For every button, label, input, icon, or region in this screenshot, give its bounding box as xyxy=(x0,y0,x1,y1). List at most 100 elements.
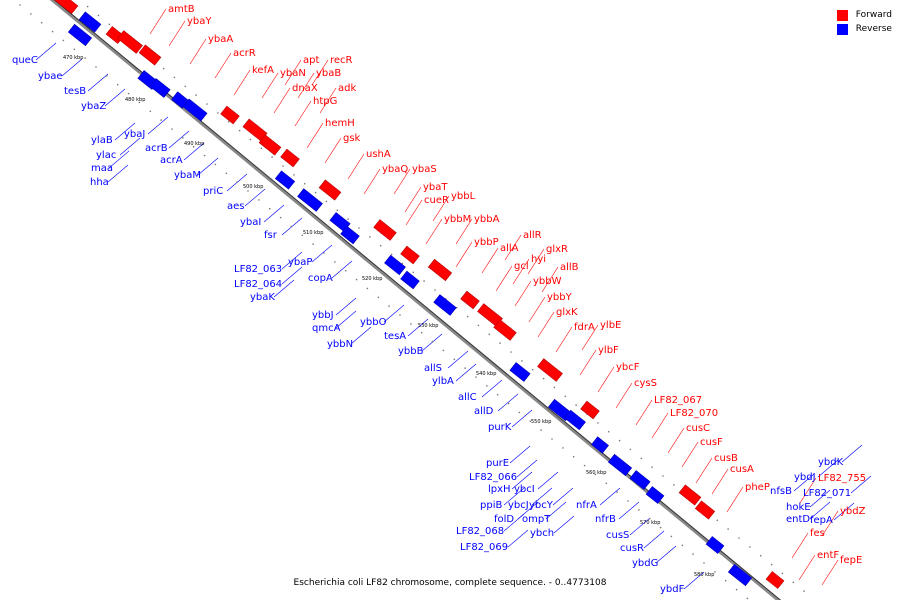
forward-gene-label: ybbY xyxy=(547,292,573,303)
reverse-gene-label: nfsB xyxy=(770,486,792,497)
axis-tick-label: 520 kbp xyxy=(362,276,382,282)
axis-tick-label: 570 kbp xyxy=(640,520,660,526)
forward-gene-label: ushA xyxy=(366,149,391,160)
forward-gene-label: hyi xyxy=(531,254,546,265)
forward-gene-label: LF82_067 xyxy=(654,395,702,406)
legend-forward-label: Forward xyxy=(855,10,892,20)
reverse-gene-block xyxy=(607,453,633,477)
forward-gene-label: allA xyxy=(500,243,519,254)
forward-gene-block xyxy=(400,245,420,265)
forward-gene-label: ybbA xyxy=(474,214,500,225)
forward-gene-label: cusB xyxy=(714,453,738,464)
legend-forward: Forward xyxy=(836,8,892,22)
reverse-gene-label: folD xyxy=(494,514,514,525)
forward-gene-block xyxy=(765,571,785,589)
reverse-gene-label: ylac xyxy=(96,150,116,161)
reverse-gene-label: ybaM xyxy=(174,170,201,181)
reverse-gene-block xyxy=(509,362,531,382)
reverse-gene-label: ppiB xyxy=(480,500,502,511)
forward-swatch xyxy=(836,9,848,21)
reverse-gene-label: priC xyxy=(203,186,223,197)
reverse-gene-label: allC xyxy=(458,392,477,403)
reverse-gene-block xyxy=(564,409,586,431)
map-caption: Escherichia coli LF82 chromosome, comple… xyxy=(293,578,607,588)
reverse-gene-label: aes xyxy=(227,201,245,212)
forward-gene-label: acrR xyxy=(233,48,256,59)
reverse-gene-label: LF82_064 xyxy=(234,279,282,290)
reverse-gene-label: LF82_068 xyxy=(456,526,504,537)
forward-gene-block xyxy=(117,30,143,54)
forward-gene-label: ybbM xyxy=(444,214,471,225)
reverse-gene-block xyxy=(182,98,208,122)
forward-gene-label: gsk xyxy=(343,133,361,144)
forward-gene-label: cusA xyxy=(730,464,754,475)
forward-gene-label: pheP xyxy=(745,482,770,493)
legend-reverse-label: Reverse xyxy=(855,24,892,34)
forward-gene-label: cysS xyxy=(634,378,657,389)
reverse-gene-label: hha xyxy=(90,177,109,188)
reverse-gene-label: ybbJ xyxy=(312,310,334,321)
axis-tick-label: 530 kbp xyxy=(418,323,438,329)
reverse-gene-label: allS xyxy=(424,363,442,374)
forward-gene-label: dnaX xyxy=(292,83,318,94)
reverse-gene-block xyxy=(274,170,296,190)
axis-tick-label: 550 kbp xyxy=(531,419,551,425)
reverse-gene-label: cusR xyxy=(620,543,644,554)
reverse-gene-label: fsr xyxy=(264,230,278,241)
forward-gene-label: fdrA xyxy=(574,322,595,333)
forward-gene-label: ybaB xyxy=(316,68,341,79)
reverse-gene-block xyxy=(384,254,406,276)
reverse-gene-label: LF82_071 xyxy=(803,488,851,499)
reverse-gene-label: LF82_066 xyxy=(469,472,517,483)
forward-gene-label: ylbF xyxy=(598,345,619,356)
forward-gene-label: ybcF xyxy=(616,362,640,373)
reverse-gene-label: maa xyxy=(91,163,113,174)
forward-gene-label: ylbE xyxy=(600,320,621,331)
axis-tick-label: 470 kbp xyxy=(63,55,83,61)
reverse-gene-label: allD xyxy=(474,406,494,417)
forward-gene-label: LF82_755 xyxy=(818,473,866,484)
reverse-gene-label: acrB xyxy=(145,143,168,154)
reverse-gene-label: tesB xyxy=(64,86,86,97)
reverse-gene-label: ybaJ xyxy=(124,129,145,140)
reverse-gene-block xyxy=(400,270,420,290)
reverse-gene-label: tesA xyxy=(384,331,406,342)
reverse-gene-label: copA xyxy=(308,273,333,284)
reverse-gene-label: fepA xyxy=(810,515,833,526)
forward-gene-block xyxy=(258,134,282,156)
reverse-gene-label: cusS xyxy=(606,530,629,541)
forward-gene-label: cueR xyxy=(424,195,449,206)
forward-gene-block xyxy=(460,290,480,310)
forward-gene-label: kefA xyxy=(252,65,274,76)
forward-gene-block xyxy=(537,358,563,382)
reverse-gene-label: LF82_063 xyxy=(234,264,282,275)
reverse-gene-label: queC xyxy=(12,55,38,66)
forward-gene-label: fepE xyxy=(840,555,862,566)
reverse-gene-label: acrA xyxy=(160,155,183,166)
chromosome-axis xyxy=(49,0,781,600)
reverse-gene-label: ybcI xyxy=(514,484,535,495)
axis-tick-label: 560 kbp xyxy=(586,470,606,476)
forward-gene-block xyxy=(280,148,300,168)
reverse-gene-label: ylbA xyxy=(432,376,454,387)
forward-gene-label: ybaQ xyxy=(382,164,408,175)
reverse-gene-label: ybbB xyxy=(398,346,424,357)
axis-tick-label: 510 kbp xyxy=(303,230,323,236)
reverse-gene-label: ompT xyxy=(522,514,551,525)
forward-gene-label: glxK xyxy=(556,307,578,318)
reverse-gene-block xyxy=(297,188,323,212)
forward-gene-label: glxR xyxy=(546,244,568,255)
axis-tick-label: 480 kbp xyxy=(125,97,145,103)
forward-gene-block xyxy=(318,179,342,201)
forward-gene-block xyxy=(580,400,600,420)
forward-gene-block xyxy=(138,44,162,66)
reverse-gene-label: qmcA xyxy=(312,323,341,334)
forward-gene-block xyxy=(694,500,716,520)
reverse-gene-block xyxy=(727,563,753,587)
reverse-gene-label: lpxH xyxy=(488,484,511,495)
reverse-gene-label: hokE xyxy=(786,502,811,513)
reverse-gene-block xyxy=(340,225,360,245)
reverse-gene-block xyxy=(67,23,93,47)
forward-gene-label: htpG xyxy=(313,96,337,107)
forward-gene-block xyxy=(493,319,517,341)
